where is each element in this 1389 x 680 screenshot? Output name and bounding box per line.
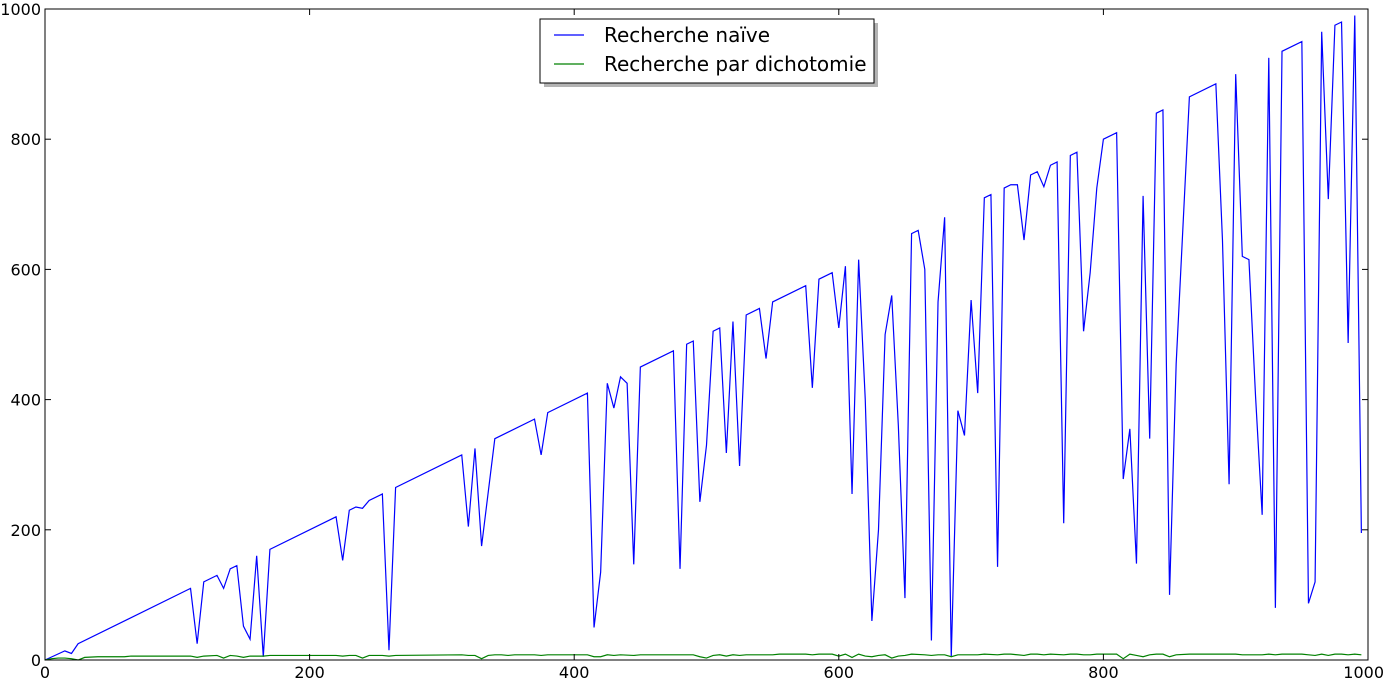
x-tick-label: 0: [40, 663, 50, 680]
x-tick-label: 200: [294, 663, 325, 680]
y-tick-label: 1000: [0, 0, 41, 19]
y-tick-label: 0: [31, 651, 41, 670]
y-tick-label: 400: [10, 391, 41, 410]
series-line-naive: [44, 15, 1362, 661]
y-tick-label: 600: [10, 260, 41, 279]
y-tick-label: 800: [10, 130, 41, 149]
plot-frame: [44, 8, 1369, 661]
x-tick-label: 1000: [1343, 663, 1384, 680]
x-tick-label: 600: [824, 663, 855, 680]
legend-box: [539, 18, 875, 84]
legend: Recherche naïve Recherche par dichotomie: [539, 18, 878, 87]
x-tick-label: 400: [559, 663, 590, 680]
y-tick-label: 200: [10, 521, 41, 540]
legend-label-naive: Recherche naïve: [604, 23, 770, 47]
legend-label-dichotomie: Recherche par dichotomie: [604, 52, 867, 76]
x-tick-label: 800: [1088, 663, 1119, 680]
